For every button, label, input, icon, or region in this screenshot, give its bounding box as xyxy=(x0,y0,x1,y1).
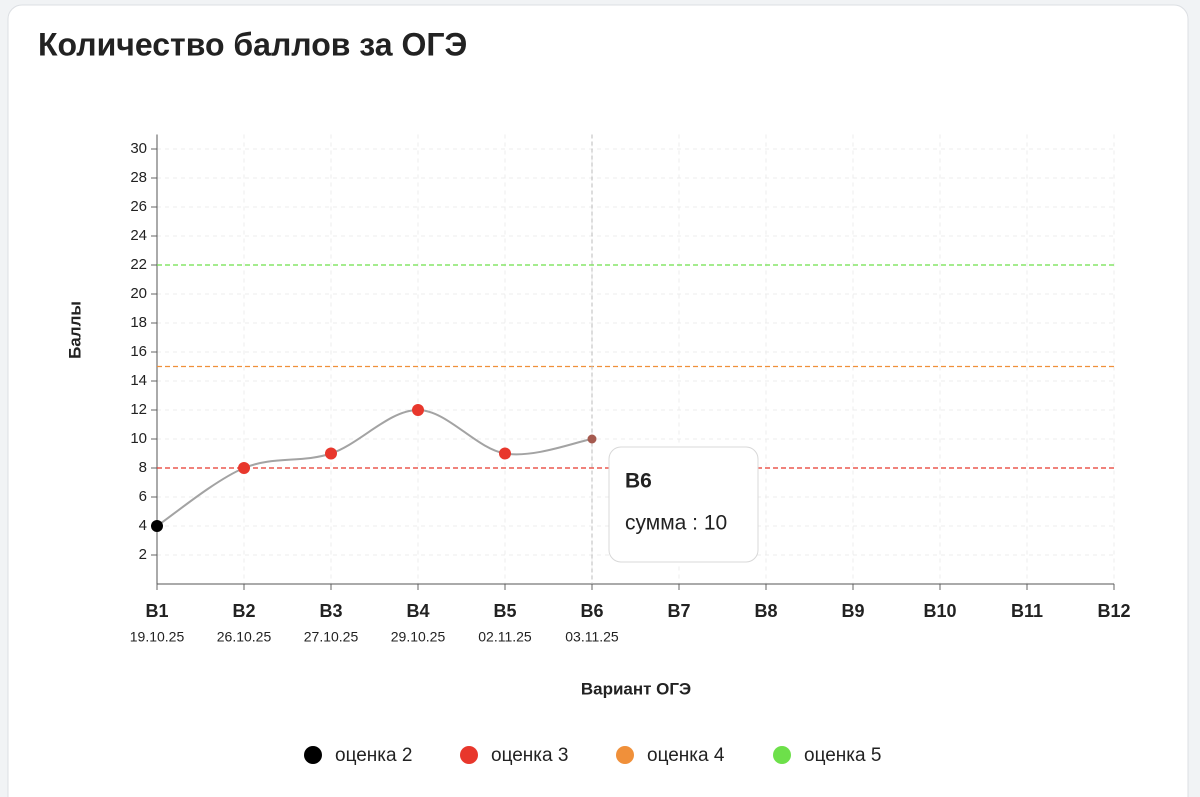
legend-label: оценка 2 xyxy=(335,745,412,766)
y-axis-label: Баллы xyxy=(65,301,84,359)
x-tick-date: 02.11.25 xyxy=(478,629,532,645)
data-point xyxy=(238,462,250,474)
x-tick-date: 03.11.25 xyxy=(565,629,619,645)
y-tick-label: 18 xyxy=(130,314,147,331)
data-point xyxy=(151,520,163,532)
tooltip-title: B6 xyxy=(625,470,652,493)
legend-label: оценка 5 xyxy=(804,745,881,766)
legend-swatch xyxy=(773,746,791,764)
legend-swatch xyxy=(460,746,478,764)
y-tick-label: 24 xyxy=(130,227,147,244)
card xyxy=(7,4,1189,797)
x-tick-date: 26.10.25 xyxy=(217,629,272,645)
x-tick-label: B3 xyxy=(319,601,342,621)
y-tick-label: 10 xyxy=(130,430,147,447)
x-tick-label: B2 xyxy=(232,601,255,621)
x-tick-label: B11 xyxy=(1011,601,1043,621)
y-tick-label: 14 xyxy=(130,372,147,389)
x-tick-label: B9 xyxy=(841,601,864,621)
y-tick-label: 20 xyxy=(130,285,147,302)
y-tick-label: 22 xyxy=(130,256,147,273)
legend-swatch xyxy=(304,746,322,764)
data-point xyxy=(587,434,597,444)
y-tick-label: 16 xyxy=(130,343,147,360)
y-tick-label: 8 xyxy=(139,459,147,476)
data-point xyxy=(325,447,337,460)
x-tick-label: B6 xyxy=(580,601,603,621)
data-point xyxy=(499,447,511,460)
y-tick-label: 4 xyxy=(139,517,147,534)
x-tick-label: B1 xyxy=(145,601,168,621)
x-tick-label: B7 xyxy=(667,601,690,621)
legend-label: оценка 4 xyxy=(647,745,725,766)
chart-title: Количество баллов за ОГЭ xyxy=(38,26,467,62)
x-tick-label: B10 xyxy=(923,601,956,621)
y-tick-label: 28 xyxy=(130,169,147,186)
y-tick-label: 2 xyxy=(139,546,147,563)
x-tick-label: B12 xyxy=(1097,601,1130,621)
y-tick-label: 12 xyxy=(130,401,147,418)
x-tick-label: B8 xyxy=(754,601,777,621)
x-axis-label: Вариант ОГЭ xyxy=(581,679,691,698)
tooltip-box xyxy=(608,446,759,563)
legend-label: оценка 3 xyxy=(491,745,568,766)
legend-swatch xyxy=(616,746,634,764)
x-tick-date: 27.10.25 xyxy=(304,629,359,645)
x-tick-date: 29.10.25 xyxy=(391,629,446,645)
x-tick-label: B5 xyxy=(493,601,516,621)
y-tick-label: 30 xyxy=(130,140,147,157)
data-point xyxy=(412,404,424,416)
x-tick-label: B4 xyxy=(406,601,429,621)
y-tick-label: 6 xyxy=(139,488,147,505)
tooltip-text: сумма : 10 xyxy=(625,512,727,535)
x-tick-date: 19.10.25 xyxy=(130,629,185,645)
y-tick-label: 26 xyxy=(130,198,147,215)
